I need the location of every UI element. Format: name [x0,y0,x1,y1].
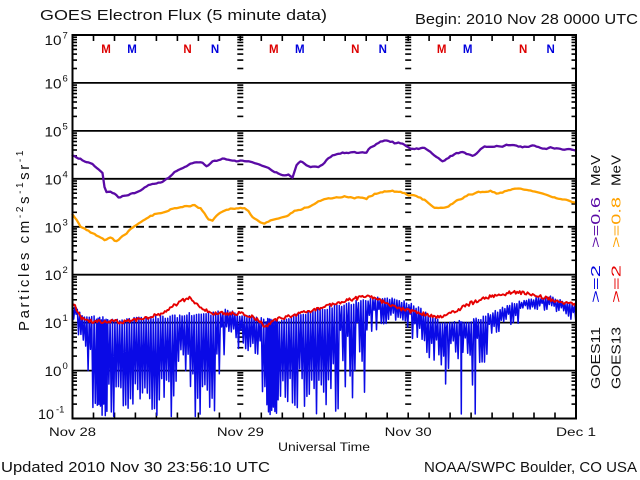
svg-text:7: 7 [63,31,68,42]
svg-text:M: M [295,44,305,56]
svg-text:>=0.8: >=0.8 [610,197,624,248]
svg-text:GOES Electron Flux (5 minute d: GOES Electron Flux (5 minute data) [40,7,327,24]
svg-text:GOES11: GOES11 [589,327,603,389]
svg-text:3: 3 [63,217,68,228]
svg-text:MeV: MeV [589,154,603,186]
svg-text:10: 10 [45,75,62,91]
svg-text:10: 10 [45,219,62,235]
svg-text:>=0.6: >=0.6 [589,197,603,248]
svg-text:1: 1 [63,313,68,324]
svg-text:6: 6 [63,73,68,84]
svg-text:10: 10 [45,32,62,48]
svg-text:Dec 1: Dec 1 [556,427,596,439]
svg-text:N: N [379,44,387,56]
svg-text:Nov 29: Nov 29 [217,427,264,439]
svg-text:10: 10 [38,406,54,422]
svg-text:10: 10 [45,363,62,379]
svg-text:N: N [211,44,219,56]
svg-text:>=2: >=2 [610,265,624,303]
svg-text:Updated 2010 Nov 30 23:56:10 U: Updated 2010 Nov 30 23:56:10 UTC [1,459,270,476]
svg-text:-1: -1 [56,405,64,416]
svg-text:Nov 30: Nov 30 [385,427,432,439]
svg-text:N: N [351,44,359,56]
svg-text:5: 5 [63,121,68,132]
svg-text:>=2: >=2 [589,265,603,303]
svg-text:NOAA/SWPC Boulder, CO USA: NOAA/SWPC Boulder, CO USA [424,459,637,476]
svg-text:10: 10 [45,171,62,187]
svg-text:N: N [519,44,527,56]
svg-text:M: M [101,44,111,56]
svg-text:10: 10 [45,123,62,139]
svg-text:Particles cm-2s-1sr-1: Particles cm-2s-1sr-1 [15,148,33,331]
svg-text:M: M [437,44,447,56]
svg-text:Nov 28: Nov 28 [49,427,96,439]
svg-text:10: 10 [45,315,62,331]
svg-text:0: 0 [63,361,68,372]
svg-text:GOES13: GOES13 [610,327,624,389]
svg-text:N: N [547,44,555,56]
svg-text:N: N [183,44,191,56]
svg-text:10: 10 [45,267,62,283]
svg-text:M: M [127,44,137,56]
svg-text:Begin: 2010 Nov 28 0000 UTC: Begin: 2010 Nov 28 0000 UTC [415,11,638,28]
svg-text:M: M [463,44,473,56]
svg-text:M: M [269,44,279,56]
svg-text:MeV: MeV [610,154,624,186]
svg-text:Universal Time: Universal Time [278,442,370,454]
svg-text:2: 2 [63,265,68,276]
svg-text:4: 4 [63,169,68,180]
